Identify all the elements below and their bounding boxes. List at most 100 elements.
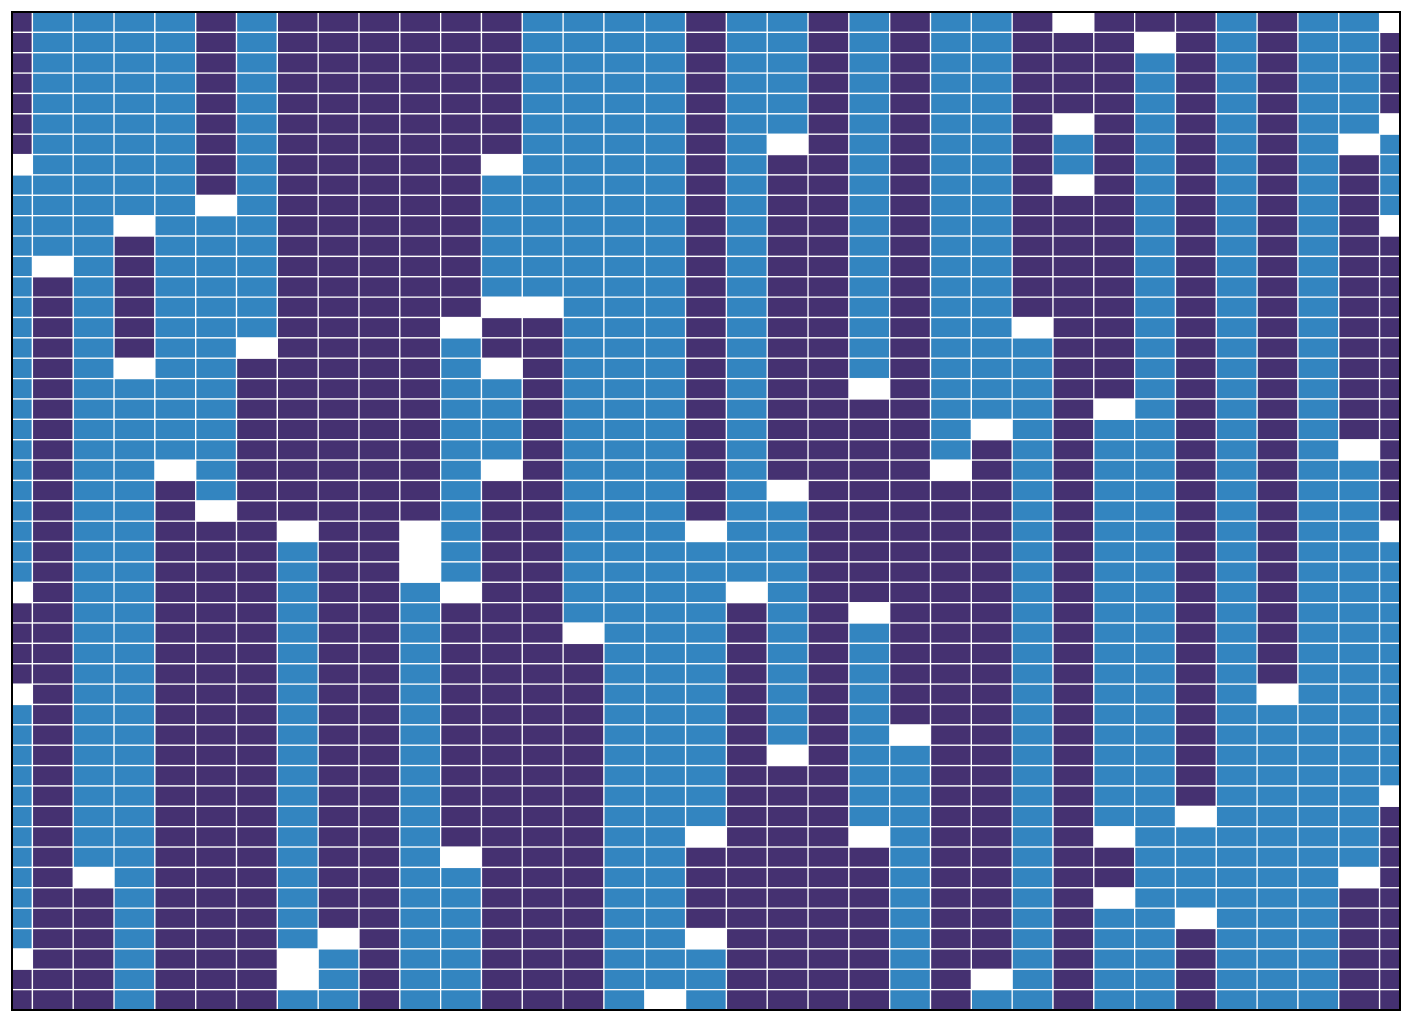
heatmap-cell: [889, 11, 932, 34]
heatmap-cell: [807, 276, 850, 298]
heatmap-cell: [1011, 846, 1054, 869]
heatmap-cell: [113, 927, 156, 950]
heatmap-cell: [439, 561, 483, 583]
heatmap-cell: [154, 846, 197, 869]
heatmap-cell: [399, 31, 442, 54]
heatmap-cell: [480, 602, 523, 624]
heatmap-cell: [521, 418, 564, 441]
heatmap-cell: [848, 92, 891, 115]
heatmap-cell: [684, 683, 728, 706]
heatmap-cell: [1133, 276, 1177, 298]
heatmap-cell: [1133, 11, 1177, 34]
heatmap-cell: [644, 968, 687, 991]
heatmap-cell: [1256, 11, 1299, 34]
heatmap-cell: [848, 133, 891, 156]
heatmap-cell: [1297, 500, 1340, 522]
heatmap-cell: [235, 663, 279, 685]
heatmap-cell: [1174, 72, 1217, 95]
heatmap-cell: [399, 11, 442, 34]
heatmap-cell: [725, 357, 768, 380]
heatmap-cell: [848, 907, 891, 930]
heatmap-cell: [521, 785, 564, 807]
heatmap-cell: [1174, 11, 1217, 34]
heatmap-cell: [317, 194, 360, 217]
heatmap-cell: [195, 948, 238, 970]
heatmap-cell: [31, 459, 74, 482]
heatmap-cell: [929, 479, 973, 502]
heatmap-cell: [562, 316, 605, 339]
heatmap-cell: [929, 174, 973, 196]
heatmap-cell: [1174, 133, 1217, 156]
heatmap-cell: [929, 11, 973, 34]
heatmap-cell: [521, 439, 564, 461]
heatmap-cell: [766, 907, 809, 930]
heatmap-cell: [848, 316, 891, 339]
heatmap-cell: [1052, 703, 1095, 726]
heatmap-cell: [807, 92, 850, 115]
heatmap-cell: [684, 113, 728, 135]
heatmap-cell: [1378, 459, 1401, 482]
heatmap-cell: [480, 744, 523, 767]
heatmap-cell: [1378, 988, 1401, 1011]
heatmap-cell: [317, 988, 360, 1011]
heatmap-cell: [725, 316, 768, 339]
heatmap-cell: [521, 764, 564, 787]
heatmap-cell: [113, 31, 156, 54]
heatmap-cell: [929, 255, 973, 278]
heatmap-cell: [1093, 72, 1136, 95]
heatmap-cell: [358, 215, 401, 237]
heatmap-cell: [929, 337, 973, 359]
heatmap-cell: [1174, 703, 1217, 726]
heatmap-cell: [1174, 316, 1217, 339]
heatmap-cell: [929, 520, 973, 543]
heatmap-cell: [562, 703, 605, 726]
heatmap-cell: [276, 296, 319, 319]
heatmap-cell: [154, 642, 197, 665]
heatmap-cell: [1215, 724, 1258, 746]
heatmap-cell: [439, 642, 483, 665]
heatmap-cell: [276, 826, 319, 848]
heatmap-cell: [11, 398, 34, 420]
heatmap-cell: [603, 622, 646, 645]
heatmap-cell: [480, 52, 523, 74]
heatmap-cell: [317, 683, 360, 706]
heatmap-cell: [317, 439, 360, 461]
heatmap-cell: [317, 174, 360, 196]
heatmap-cell: [603, 764, 646, 787]
heatmap-cell: [1297, 622, 1340, 645]
heatmap-cell: [31, 52, 74, 74]
heatmap-cell: [684, 968, 728, 991]
heatmap-cell: [521, 927, 564, 950]
heatmap-cell: [1297, 316, 1340, 339]
heatmap-cell: [399, 703, 442, 726]
heatmap-cell: [970, 663, 1013, 685]
heatmap-cell: [1256, 276, 1299, 298]
heatmap-cell: [1338, 520, 1381, 543]
heatmap-cell: [154, 907, 197, 930]
heatmap-cell: [889, 255, 932, 278]
heatmap-cell: [276, 907, 319, 930]
heatmap-cell: [358, 296, 401, 319]
heatmap-cell: [521, 500, 564, 522]
heatmap-cell: [929, 948, 973, 970]
heatmap-cell: [1378, 235, 1401, 258]
heatmap-cell: [807, 235, 850, 258]
heatmap-cell: [1093, 316, 1136, 339]
heatmap-cell: [439, 948, 483, 970]
heatmap-cell: [1297, 561, 1340, 583]
heatmap-cell: [603, 683, 646, 706]
heatmap-cell: [399, 439, 442, 461]
heatmap-cell: [1011, 337, 1054, 359]
heatmap-cell: [480, 377, 523, 400]
heatmap-cell: [970, 235, 1013, 258]
heatmap-cell: [766, 826, 809, 848]
heatmap-cell: [317, 133, 360, 156]
heatmap-cell: [72, 276, 115, 298]
heatmap-cell: [1174, 174, 1217, 196]
heatmap-cell: [1011, 927, 1054, 950]
heatmap-cell: [889, 276, 932, 298]
heatmap-cell: [113, 11, 156, 34]
heatmap-cell: [1215, 520, 1258, 543]
heatmap-cell: [1297, 968, 1340, 991]
heatmap-cell: [276, 357, 319, 380]
